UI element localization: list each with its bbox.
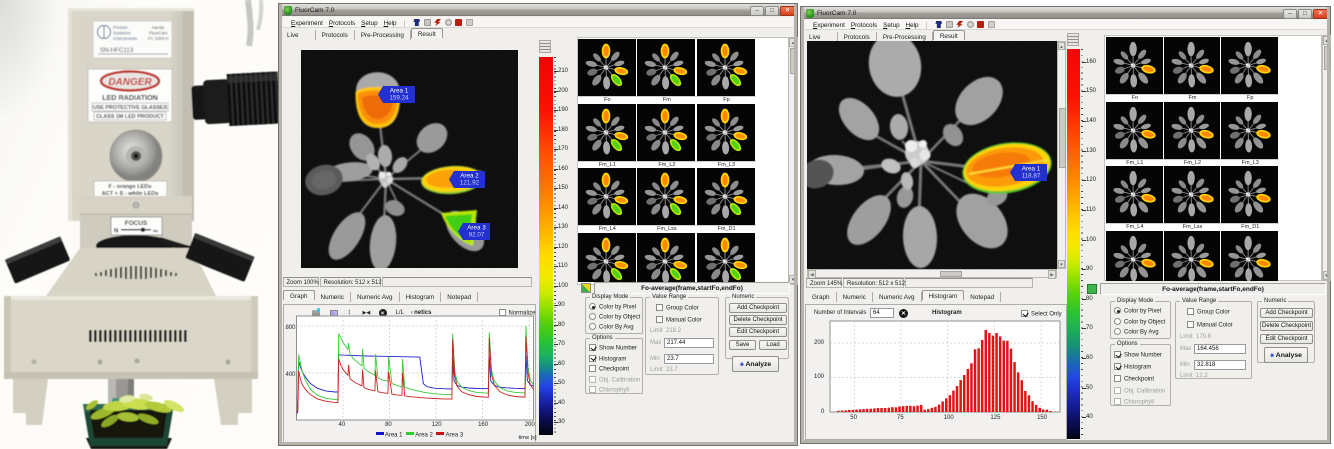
- svg-text:ACT + S - white LEDs: ACT + S - white LEDs: [102, 191, 159, 197]
- svg-text:FC 1000-H: FC 1000-H: [148, 36, 168, 41]
- svg-text:DANGER: DANGER: [108, 77, 152, 88]
- svg-text:Systems: Systems: [113, 31, 131, 36]
- svg-text:Handy: Handy: [152, 25, 165, 30]
- svg-text:F - orange LEDs: F - orange LEDs: [109, 184, 152, 190]
- svg-text:Instruments: Instruments: [113, 36, 138, 41]
- svg-text:∞: ∞: [153, 228, 158, 235]
- svg-text:USE PROTECTIVE GLASSES: USE PROTECTIVE GLASSES: [93, 105, 168, 111]
- svg-text:Photon: Photon: [113, 25, 128, 30]
- svg-text:N: N: [114, 229, 118, 235]
- svg-text:LED RADIATION: LED RADIATION: [102, 93, 158, 102]
- svg-text:SN-HFC113: SN-HFC113: [100, 47, 134, 54]
- svg-text:FOCUS: FOCUS: [125, 220, 148, 227]
- svg-text:FluorCam: FluorCam: [149, 31, 168, 36]
- svg-text:CLASS 1M LED PRODUCT: CLASS 1M LED PRODUCT: [96, 114, 164, 120]
